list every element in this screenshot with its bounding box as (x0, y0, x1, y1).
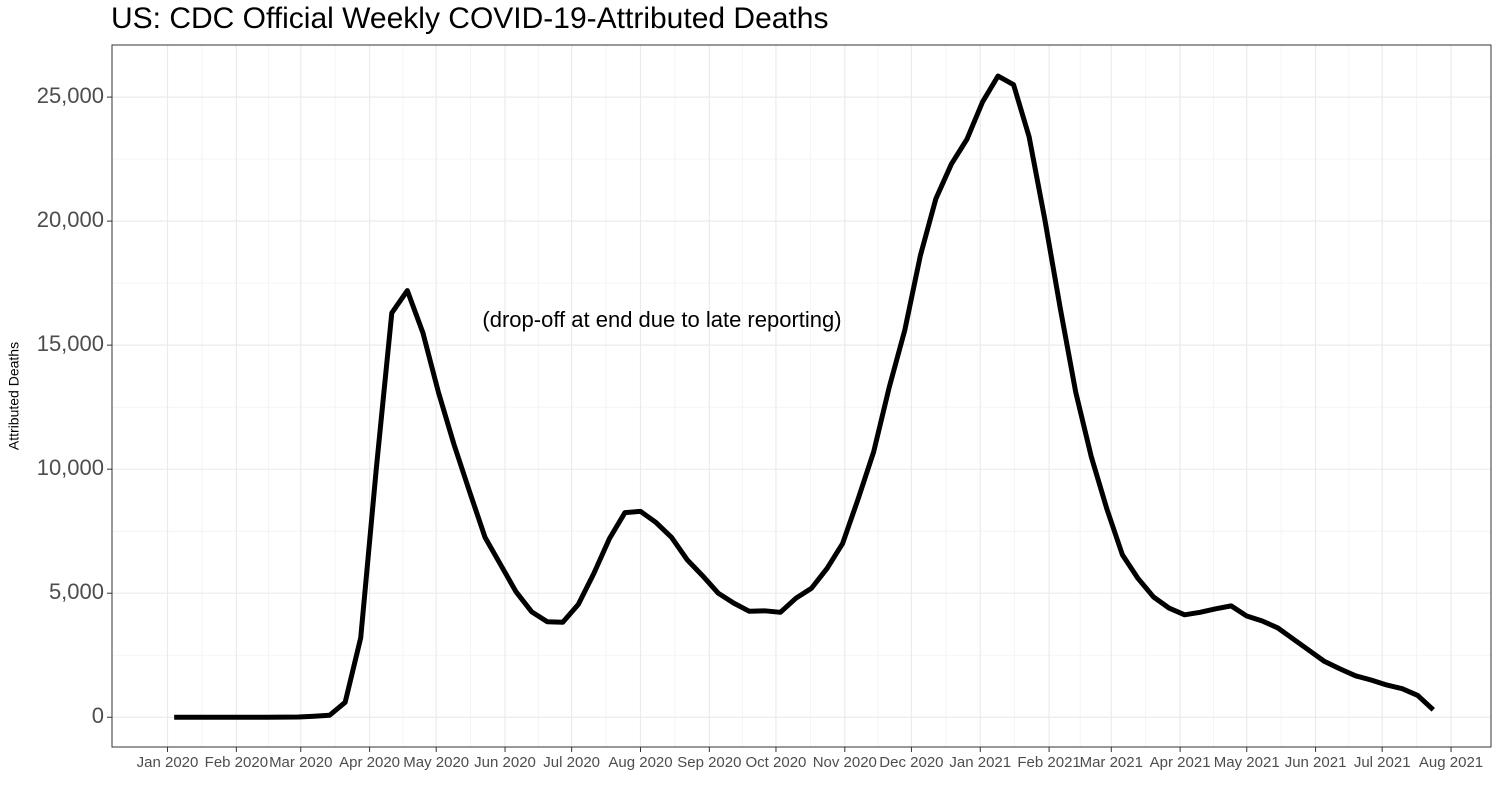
x-tick-label: Jan 2021 (949, 754, 1011, 771)
line (174, 73, 1435, 720)
x-tick-label: Apr 2020 (339, 754, 400, 771)
x-tick-label: Apr 2021 (1150, 754, 1211, 771)
x-tick-label: Sep 2020 (677, 754, 741, 771)
x-tick-label: Mar 2021 (1080, 754, 1143, 771)
y-tick-label: 20,000 (37, 207, 104, 232)
x-tick-label: Aug 2020 (608, 754, 672, 771)
x-tick-label: Jan 2020 (137, 754, 199, 771)
x-tick-label: Dec 2020 (879, 754, 943, 771)
x-tick-label: Jun 2020 (474, 754, 536, 771)
y-tick-label: 0 (92, 703, 104, 728)
x-tick-label: Jul 2020 (543, 754, 600, 771)
chart-title: US: CDC Official Weekly COVID-19-Attribu… (111, 2, 828, 35)
x-tick-label: Jul 2021 (1354, 754, 1411, 771)
y-tick-label: 15,000 (37, 331, 104, 356)
annotation: (drop-off at end due to late reporting) (482, 307, 841, 332)
x-tick-label: Nov 2020 (813, 754, 877, 771)
panel-border (111, 44, 1492, 748)
y-tick-label: 25,000 (37, 83, 104, 108)
y-tick-label: 5,000 (49, 579, 104, 604)
x-tick-label: Oct 2020 (746, 754, 807, 771)
x-tick-label: Feb 2021 (1017, 754, 1080, 771)
x-tick-label: Jun 2021 (1285, 754, 1347, 771)
x-tick-label: Aug 2021 (1419, 754, 1483, 771)
y-axis-label: Attributed Deaths (6, 342, 22, 450)
x-tick-label: May 2021 (1214, 754, 1280, 771)
x-tick-label: Mar 2020 (269, 754, 332, 771)
y-tick-label: 10,000 (37, 455, 104, 480)
x-tick-label: Feb 2020 (205, 754, 268, 771)
x-tick-label: May 2020 (403, 754, 469, 771)
